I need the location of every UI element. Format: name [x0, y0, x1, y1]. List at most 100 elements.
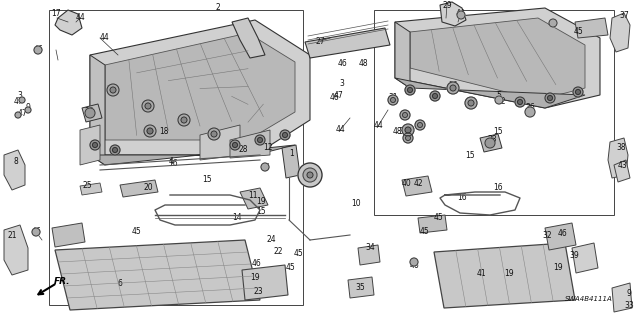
Polygon shape	[230, 130, 270, 158]
Text: 30: 30	[466, 98, 476, 107]
Circle shape	[468, 100, 474, 106]
Polygon shape	[55, 240, 260, 310]
Circle shape	[403, 133, 413, 143]
Text: 5: 5	[264, 164, 269, 173]
Text: 4: 4	[168, 158, 173, 167]
Text: 19: 19	[250, 272, 260, 281]
Circle shape	[307, 172, 313, 178]
Text: 47: 47	[17, 109, 27, 118]
Polygon shape	[80, 183, 102, 195]
Text: 30: 30	[106, 85, 116, 93]
Text: 33: 33	[624, 301, 634, 310]
Text: 21: 21	[7, 231, 17, 240]
Text: 2: 2	[216, 4, 220, 12]
Text: 39: 39	[569, 251, 579, 261]
Text: 40: 40	[401, 179, 411, 188]
Circle shape	[515, 97, 525, 107]
Circle shape	[34, 46, 42, 54]
Polygon shape	[52, 223, 85, 247]
Polygon shape	[402, 176, 432, 196]
Circle shape	[230, 140, 240, 150]
Circle shape	[255, 135, 265, 145]
Circle shape	[110, 145, 120, 155]
Text: 30: 30	[178, 115, 188, 123]
Polygon shape	[120, 180, 158, 197]
Text: 45: 45	[419, 226, 429, 235]
Polygon shape	[545, 223, 576, 250]
Text: 42: 42	[413, 180, 423, 189]
Polygon shape	[242, 265, 288, 300]
Text: 3: 3	[340, 79, 344, 88]
Text: 7: 7	[310, 170, 316, 180]
Polygon shape	[358, 245, 380, 265]
Circle shape	[232, 143, 237, 147]
Text: 3: 3	[17, 91, 22, 100]
Text: 44: 44	[99, 33, 109, 42]
Text: 46: 46	[33, 46, 43, 55]
Circle shape	[450, 85, 456, 91]
Text: 18: 18	[403, 127, 413, 136]
Text: 46: 46	[557, 228, 567, 238]
Text: 6: 6	[118, 279, 122, 288]
Circle shape	[430, 91, 440, 101]
Polygon shape	[90, 20, 310, 155]
Bar	[374, 10, 614, 215]
Text: 9: 9	[26, 103, 31, 113]
Circle shape	[85, 108, 95, 118]
Text: 45: 45	[293, 249, 303, 257]
Circle shape	[144, 125, 156, 137]
Text: 22: 22	[273, 248, 283, 256]
Circle shape	[547, 95, 552, 100]
Circle shape	[208, 128, 220, 140]
Text: 19: 19	[256, 197, 266, 206]
Polygon shape	[572, 243, 598, 273]
Polygon shape	[395, 8, 600, 108]
Circle shape	[406, 136, 410, 140]
Polygon shape	[395, 78, 585, 108]
Circle shape	[417, 122, 422, 128]
Circle shape	[261, 163, 269, 171]
Polygon shape	[4, 225, 28, 275]
Text: 38: 38	[616, 144, 626, 152]
Text: 30: 30	[208, 129, 218, 137]
Text: 47: 47	[13, 97, 23, 106]
Text: 30: 30	[448, 81, 458, 91]
Text: 34: 34	[365, 243, 375, 253]
Text: 36: 36	[525, 103, 535, 113]
Circle shape	[518, 100, 522, 105]
Text: 27: 27	[315, 36, 325, 46]
Text: 20: 20	[143, 183, 153, 192]
Text: 46: 46	[329, 93, 339, 102]
Circle shape	[298, 163, 322, 187]
Circle shape	[15, 112, 21, 118]
Circle shape	[545, 93, 555, 103]
Polygon shape	[610, 13, 630, 52]
Polygon shape	[4, 150, 25, 190]
Text: 45: 45	[573, 27, 583, 36]
Circle shape	[181, 117, 187, 123]
Polygon shape	[282, 145, 300, 178]
Circle shape	[147, 128, 153, 134]
Polygon shape	[612, 283, 632, 312]
Text: 30: 30	[142, 100, 152, 109]
Text: 16: 16	[168, 159, 178, 167]
Circle shape	[113, 147, 118, 152]
Text: 12: 12	[263, 144, 273, 152]
Text: 46: 46	[251, 259, 261, 269]
Circle shape	[447, 82, 459, 94]
Text: 44: 44	[373, 122, 383, 130]
Text: 41: 41	[476, 270, 486, 278]
Polygon shape	[232, 18, 265, 58]
Circle shape	[388, 95, 398, 105]
Text: 28: 28	[238, 145, 248, 154]
Text: 18: 18	[159, 128, 169, 137]
Circle shape	[110, 87, 116, 93]
Circle shape	[575, 90, 580, 94]
Text: 9: 9	[627, 288, 632, 298]
Polygon shape	[418, 215, 447, 233]
Circle shape	[145, 103, 151, 109]
Text: 16: 16	[493, 183, 503, 192]
Text: 35: 35	[355, 284, 365, 293]
Circle shape	[415, 120, 425, 130]
Circle shape	[402, 124, 414, 136]
